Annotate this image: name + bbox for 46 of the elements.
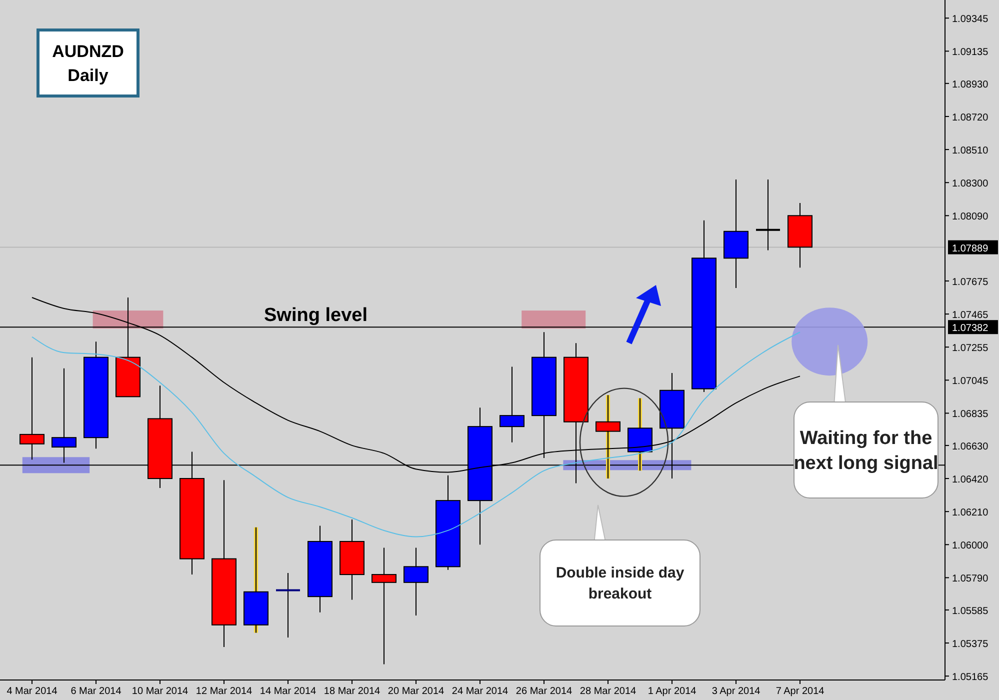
y-tick-label: 1.07255 bbox=[952, 343, 989, 354]
y-tick-label: 1.05375 bbox=[952, 639, 989, 650]
ref-line-label: 1.07889 bbox=[952, 243, 989, 254]
y-tick-label: 1.06000 bbox=[952, 540, 989, 552]
x-tick-label: 4 Mar 2014 bbox=[6, 686, 58, 697]
x-tick-label: 24 Mar 2014 bbox=[452, 686, 509, 697]
candlestick bbox=[20, 356, 44, 460]
x-tick-label: 6 Mar 2014 bbox=[70, 686, 122, 697]
candlestick bbox=[500, 366, 524, 443]
candlestick bbox=[275, 572, 301, 638]
x-tick-label: 18 Mar 2014 bbox=[324, 686, 381, 697]
y-tick-label: 1.06835 bbox=[952, 409, 989, 420]
candlestick bbox=[372, 547, 396, 665]
x-tick-label: 14 Mar 2014 bbox=[260, 686, 317, 697]
y-tick-label: 1.08090 bbox=[952, 212, 989, 223]
y-tick-label: 1.06420 bbox=[952, 474, 989, 486]
text: AUDNZD bbox=[52, 42, 124, 61]
x-tick-label: 1 Apr 2014 bbox=[648, 686, 697, 697]
x-tick-label: 26 Mar 2014 bbox=[516, 686, 573, 697]
candlestick bbox=[755, 178, 781, 251]
x-tick-label: 20 Mar 2014 bbox=[388, 686, 445, 697]
y-tick-label: 1.09345 bbox=[952, 14, 989, 26]
text: Daily bbox=[68, 66, 109, 85]
annotation: Double inside day breakout bbox=[556, 564, 685, 602]
y-tick-label: 1.05165 bbox=[952, 672, 989, 684]
y-tick-label: 1.06630 bbox=[952, 441, 989, 452]
y-tick-label: 1.08510 bbox=[952, 146, 989, 157]
x-tick-label: 28 Mar 2014 bbox=[580, 686, 637, 697]
y-tick-label: 1.07675 bbox=[952, 276, 989, 288]
x-tick-label: 12 Mar 2014 bbox=[196, 686, 253, 697]
y-tick-label: 1.08930 bbox=[952, 79, 989, 90]
annotation: Swing level bbox=[264, 305, 368, 326]
y-tick-label: 1.05585 bbox=[952, 606, 989, 617]
y-tick-label: 1.07045 bbox=[952, 376, 989, 388]
y-tick-label: 1.08720 bbox=[952, 112, 989, 124]
y-tick-label: 1.07465 bbox=[952, 310, 989, 322]
y-tick-label: 1.09135 bbox=[952, 47, 989, 58]
y-tick-label: 1.05790 bbox=[952, 574, 989, 585]
y-tick-label: 1.08300 bbox=[952, 178, 989, 190]
x-tick-label: 7 Apr 2014 bbox=[776, 686, 825, 697]
x-tick-label: 10 Mar 2014 bbox=[132, 686, 189, 697]
ref-line-label: 1.07382 bbox=[952, 323, 989, 334]
x-tick-label: 3 Apr 2014 bbox=[712, 686, 761, 697]
annotation: Waiting for the next long signal bbox=[794, 428, 938, 474]
y-tick-label: 1.06210 bbox=[952, 508, 989, 519]
candlestick bbox=[404, 547, 428, 616]
